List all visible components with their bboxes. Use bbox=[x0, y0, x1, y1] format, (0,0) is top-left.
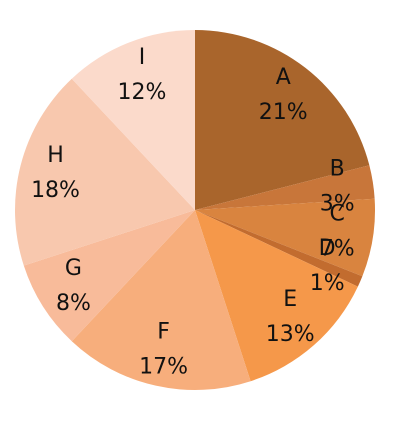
slice-name: I bbox=[139, 45, 146, 70]
pie-slice bbox=[195, 198, 375, 277]
slice-label: 18% bbox=[31, 178, 80, 203]
slice-name: E bbox=[283, 287, 297, 312]
pie-slice bbox=[71, 30, 195, 210]
pie-slice bbox=[195, 165, 375, 210]
pie-slice bbox=[23, 210, 195, 342]
slice-label: 12% bbox=[118, 80, 167, 105]
slice-label: 7% bbox=[320, 237, 355, 262]
slice-label: 8% bbox=[56, 291, 91, 316]
pie-slice bbox=[195, 210, 363, 287]
pie-slice bbox=[15, 78, 196, 266]
slice-name: G bbox=[65, 256, 82, 281]
pie-slice bbox=[195, 30, 370, 210]
slice-name: F bbox=[157, 320, 170, 345]
slice-name: C bbox=[330, 202, 345, 227]
slice-name: H bbox=[47, 143, 64, 168]
slice-label: 1% bbox=[310, 271, 345, 296]
slice-name: B bbox=[330, 156, 345, 181]
slice-label: 21% bbox=[259, 100, 308, 125]
slice-label: 3% bbox=[320, 191, 355, 216]
slice-label: 13% bbox=[266, 322, 315, 347]
slice-name: A bbox=[276, 65, 291, 90]
pie-slice bbox=[195, 210, 358, 382]
pie-slice bbox=[71, 210, 251, 390]
slice-name: D bbox=[319, 236, 336, 261]
slice-label: 17% bbox=[139, 355, 188, 380]
